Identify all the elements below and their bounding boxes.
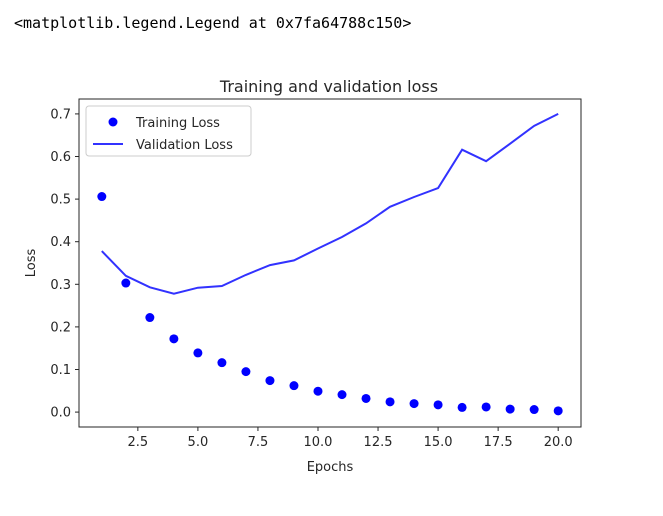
x-tick-label: 12.5 — [364, 435, 393, 450]
x-tick-label: 5.0 — [188, 435, 209, 450]
training-loss-point — [361, 393, 371, 403]
legend-validation-label: Validation Loss — [136, 138, 233, 153]
training-loss-point — [385, 397, 395, 407]
training-loss-point — [97, 192, 107, 202]
legend-training-label: Training Loss — [135, 116, 220, 131]
training-loss-point — [409, 399, 419, 409]
x-tick-label: 20.0 — [544, 435, 573, 450]
training-loss-point — [457, 402, 467, 412]
x-tick-label: 15.0 — [424, 435, 453, 450]
y-tick-label: 0.3 — [50, 278, 71, 293]
y-tick-label: 0.0 — [50, 406, 71, 421]
validation-loss-line — [101, 113, 559, 295]
training-loss-point — [121, 278, 131, 288]
training-loss-point — [553, 406, 563, 416]
training-loss-point — [265, 376, 275, 386]
training-loss-point — [337, 390, 347, 400]
x-tick-label: 10.0 — [304, 435, 333, 450]
y-tick-label: 0.2 — [50, 320, 71, 335]
x-tick-label: 17.5 — [484, 435, 513, 450]
training-loss-point — [193, 348, 203, 358]
training-loss-point — [289, 381, 299, 391]
x-tick-label: 2.5 — [128, 435, 149, 450]
training-loss-point — [529, 405, 539, 415]
y-tick-label: 0.4 — [50, 235, 71, 250]
y-tick-label: 0.7 — [50, 107, 71, 122]
training-loss-point — [145, 313, 155, 323]
training-loss-point — [505, 404, 515, 414]
y-tick-label: 0.6 — [50, 150, 71, 165]
series-layer — [97, 113, 563, 416]
y-tick-label: 0.1 — [50, 363, 71, 378]
y-tick-label: 0.5 — [50, 193, 71, 208]
cell-output-repr: <matplotlib.legend.Legend at 0x7fa64788c… — [14, 14, 412, 32]
training-loss-point — [241, 367, 251, 377]
x-axis-title: Epochs — [307, 460, 354, 475]
x-axis-ticks: 2.5 5.0 7.5 10.0 12.5 15.0 17.5 20.0 — [128, 427, 573, 450]
x-tick-label: 7.5 — [248, 435, 269, 450]
legend-frame — [85, 105, 252, 157]
training-loss-point — [481, 402, 491, 412]
training-loss-point — [217, 358, 227, 368]
plot-area-frame — [78, 98, 582, 428]
y-axis-title: Loss — [24, 249, 39, 278]
training-loss-point — [313, 386, 323, 396]
training-loss-point — [169, 334, 179, 344]
legend: Training Loss Validation Loss — [85, 105, 252, 157]
training-loss-point — [433, 400, 443, 410]
legend-training-marker — [108, 117, 118, 127]
y-axis-ticks: 0.0 0.1 0.2 0.3 0.4 0.5 0.6 0.7 — [50, 107, 79, 421]
chart-title: Training and validation loss — [219, 77, 438, 96]
